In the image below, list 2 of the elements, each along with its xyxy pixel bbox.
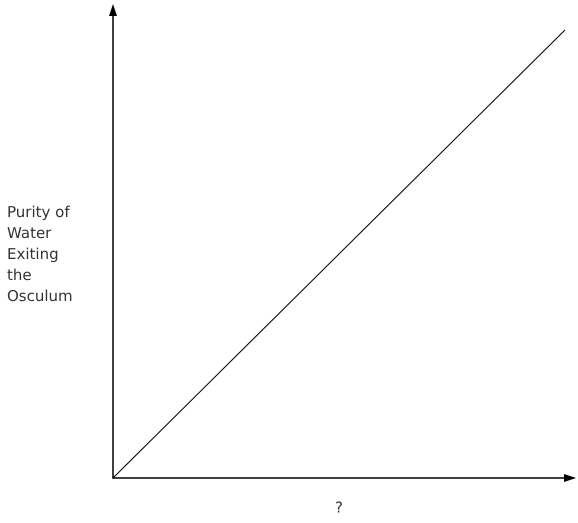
y-axis-title: Purity of Water Exiting the Osculum	[7, 203, 73, 305]
x-axis-title: ?	[335, 498, 343, 516]
